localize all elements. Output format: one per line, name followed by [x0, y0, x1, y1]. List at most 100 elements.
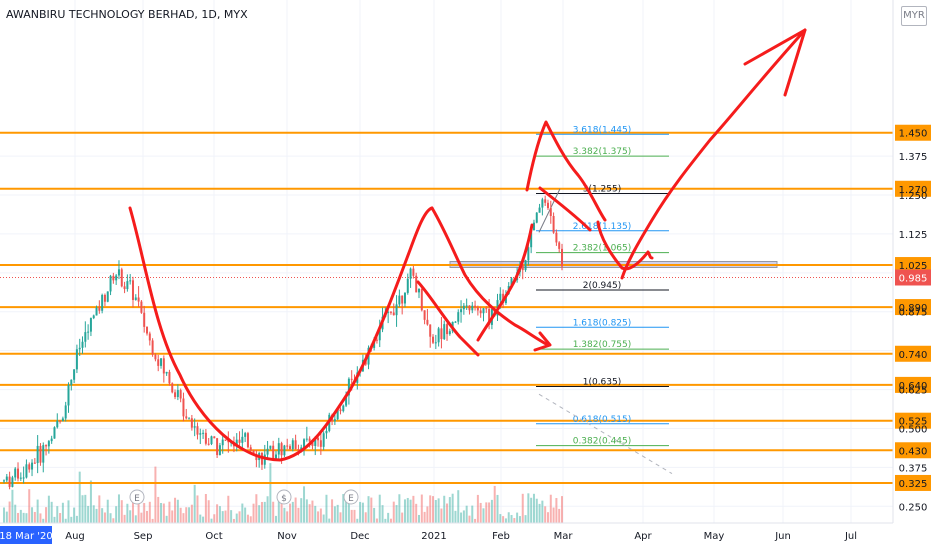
- volume-bar: [59, 513, 62, 523]
- candle-body: [179, 390, 182, 399]
- candle-body: [129, 280, 132, 282]
- candle-body: [134, 297, 137, 300]
- candle-body: [535, 212, 538, 223]
- volume-bar: [258, 505, 261, 523]
- red-annotation-stroke: [533, 331, 552, 352]
- candle-body: [216, 438, 219, 456]
- candle-body: [190, 418, 193, 428]
- currency-badge[interactable]: MYR: [901, 6, 927, 26]
- price-tick-label: 0.740: [899, 350, 928, 361]
- candle-body: [87, 331, 90, 333]
- volume-bar: [36, 499, 39, 523]
- candle-body: [308, 438, 311, 442]
- volume-bar: [417, 514, 420, 523]
- price-tick-label: 0.625: [899, 386, 928, 397]
- volume-bar: [202, 516, 205, 523]
- volume-bar: [269, 463, 272, 523]
- volume-bar: [274, 515, 277, 523]
- volume-bar: [490, 499, 493, 523]
- candlesticks: E $ E: [3, 195, 563, 505]
- volume-bar: [429, 495, 432, 523]
- volume-bar: [440, 508, 443, 523]
- time-tick-label: Sep: [134, 531, 153, 542]
- volume-bar: [384, 518, 387, 523]
- volume-bar: [373, 507, 376, 523]
- volume-bar: [131, 499, 134, 523]
- volume-bar: [524, 515, 527, 523]
- candle-body: [36, 445, 39, 464]
- event-marker: E: [348, 494, 354, 504]
- volume-bar: [499, 514, 502, 523]
- candle-body: [249, 447, 252, 451]
- volume-bar: [420, 494, 423, 523]
- volume-bar: [513, 518, 516, 523]
- volume-bar: [11, 489, 14, 523]
- red-annotation-stroke: [430, 206, 550, 347]
- volume-bar: [120, 500, 123, 523]
- candle-body: [131, 280, 134, 300]
- candle-body: [39, 445, 42, 463]
- time-tick-label: Dec: [350, 531, 369, 542]
- volume-bar: [31, 507, 34, 523]
- red-annotation-stroke: [596, 220, 654, 271]
- price-label-bg: [895, 442, 931, 459]
- volume-bar: [308, 504, 311, 523]
- candle-body: [485, 308, 488, 310]
- event-marker-circle: [276, 489, 292, 505]
- volume-bar: [493, 485, 496, 523]
- event-marker: $: [281, 494, 287, 504]
- candle-body: [95, 307, 98, 316]
- volume-bar: [392, 501, 395, 523]
- volume-bar: [476, 494, 479, 523]
- candle-body: [196, 426, 199, 435]
- volume-bar: [249, 516, 252, 523]
- volume-bar: [272, 501, 275, 523]
- volume-bar: [70, 516, 73, 523]
- event-marker: E: [134, 494, 140, 504]
- volume-bar: [160, 502, 163, 523]
- price-tick-label: 1.270: [899, 185, 928, 196]
- candle-body: [437, 328, 440, 343]
- volume-bar: [342, 494, 345, 523]
- price-tick-label: 1.250: [899, 191, 928, 202]
- volume-bar: [73, 507, 76, 523]
- candle-body: [303, 439, 306, 448]
- candle-body: [415, 275, 418, 293]
- volume-bar: [541, 500, 544, 523]
- candle-body: [561, 248, 563, 267]
- candle-body: [210, 436, 213, 445]
- volume-bar: [207, 500, 210, 523]
- volume-bar: [535, 498, 538, 523]
- volume-bar: [227, 495, 230, 523]
- candle-body: [448, 331, 451, 335]
- volume-bar: [8, 501, 11, 523]
- volume-bar: [260, 501, 263, 523]
- time-axis-bg: [0, 523, 893, 550]
- volume-bar: [221, 511, 224, 523]
- time-tick-label: 2021: [421, 531, 446, 542]
- candle-body: [53, 427, 56, 439]
- price-tick-label: 0.640: [899, 381, 928, 392]
- volume-bar: [89, 480, 92, 523]
- price-tick-label: 0.430: [899, 446, 928, 457]
- candle-body: [218, 445, 221, 456]
- candle-body: [432, 336, 435, 343]
- candle-body: [73, 369, 76, 380]
- candle-body: [389, 311, 392, 313]
- volume-bar: [235, 513, 238, 523]
- volume-bar: [353, 509, 356, 523]
- candle-body: [488, 308, 491, 325]
- candle-body: [120, 269, 123, 287]
- red-annotation-stroke: [538, 186, 592, 232]
- volume-bar: [126, 503, 129, 523]
- time-tick-label: Feb: [492, 531, 510, 542]
- candle-body: [50, 438, 53, 442]
- time-label-bg: [0, 526, 52, 544]
- candle-body: [289, 446, 292, 450]
- candle-body: [558, 242, 561, 249]
- candle-body: [67, 384, 70, 406]
- candle-body: [8, 476, 11, 487]
- volume-bar: [555, 498, 558, 523]
- candle-body: [395, 304, 398, 316]
